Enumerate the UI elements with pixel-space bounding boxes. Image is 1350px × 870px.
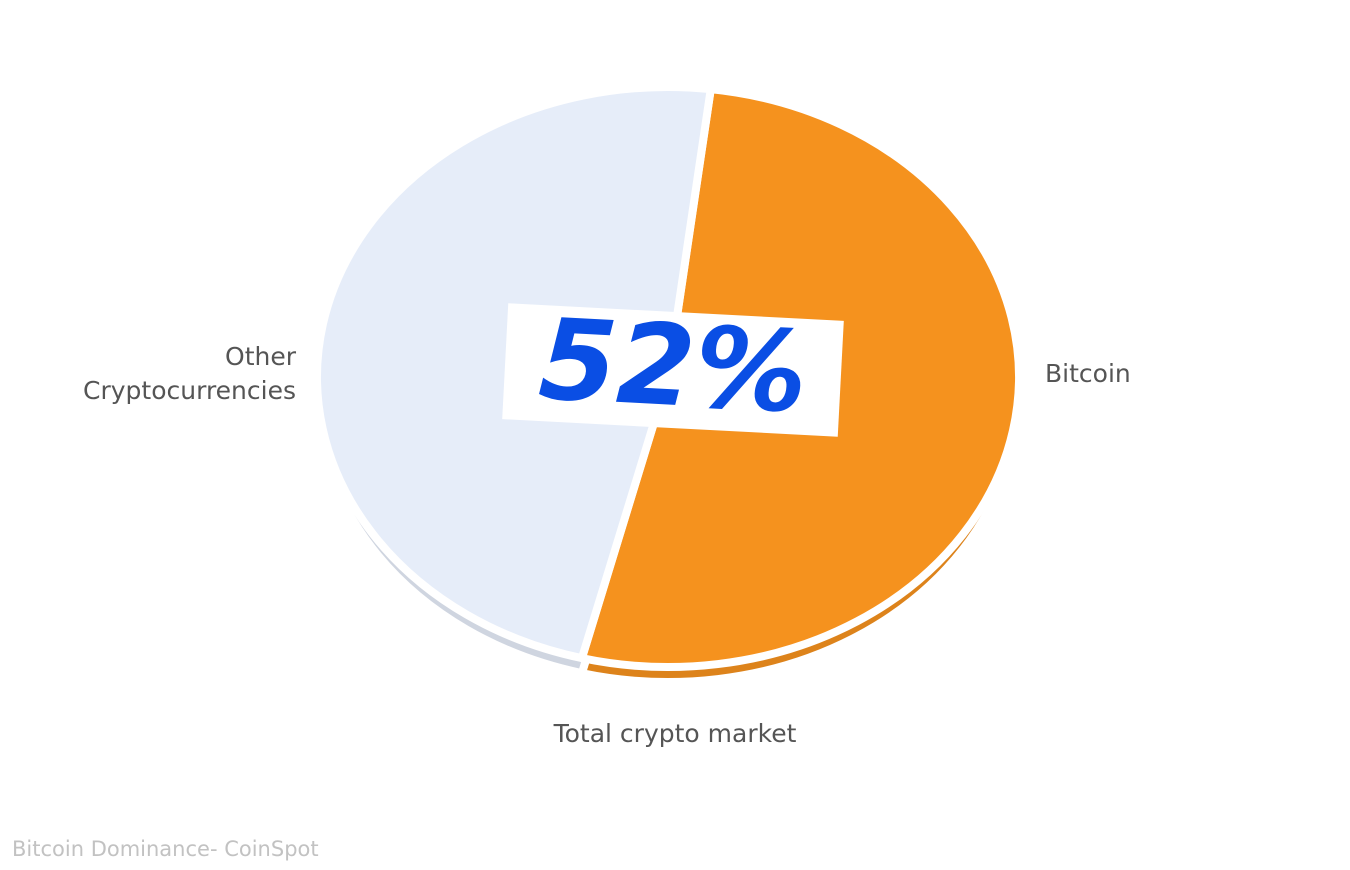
value-label: 52% xyxy=(536,295,811,439)
source-caption: Bitcoin Dominance- CoinSpot xyxy=(12,837,319,861)
value-label-box xyxy=(502,303,844,437)
slice-label: Other Cryptocurrencies xyxy=(83,342,296,405)
chart-subtitle: Total crypto market xyxy=(553,719,797,748)
value-label-group: 52% xyxy=(502,295,844,439)
slice-label: Bitcoin xyxy=(1045,359,1131,388)
